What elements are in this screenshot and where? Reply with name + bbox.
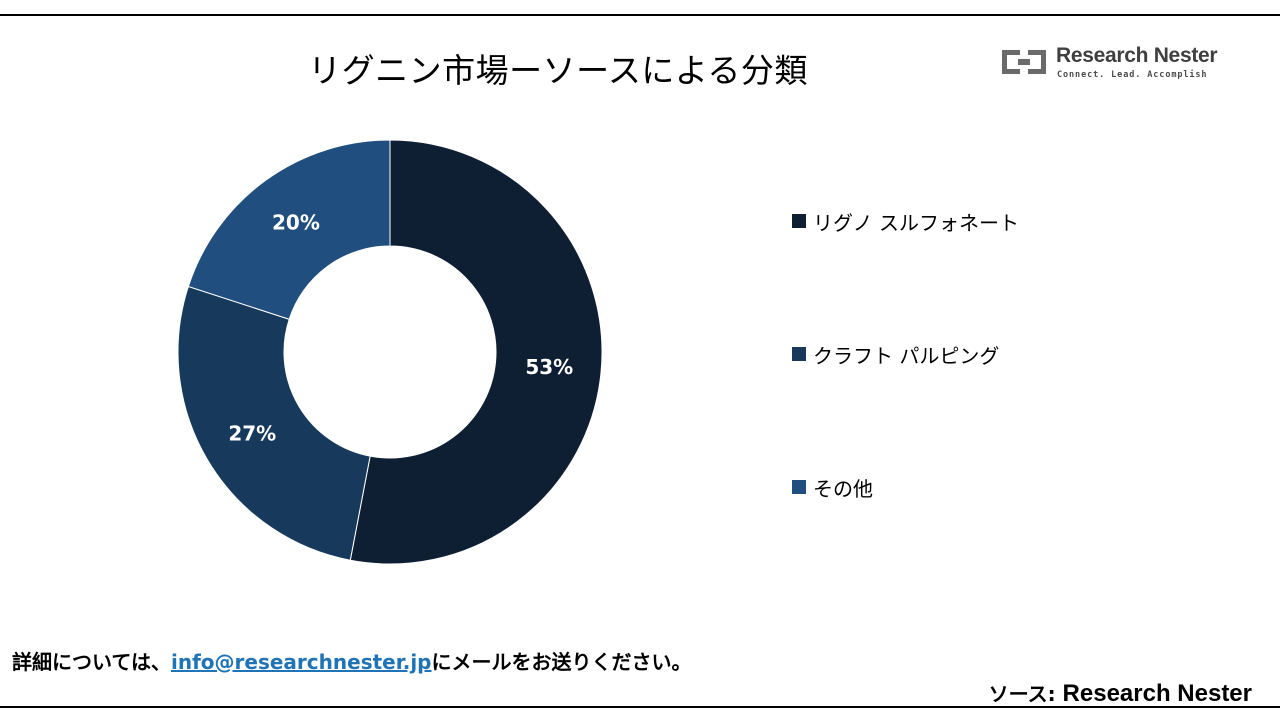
legend-item-3: その他 bbox=[792, 472, 873, 502]
source-label: ソース: bbox=[988, 682, 1063, 706]
logo-tagline: Connect. Lead. Accomplish bbox=[1057, 70, 1208, 80]
legend-swatch-2 bbox=[792, 347, 806, 361]
legend-swatch-1 bbox=[792, 214, 806, 228]
legend-label-2: クラフト パルピング bbox=[813, 343, 1000, 368]
donut-slice-1 bbox=[349, 139, 603, 565]
contact-line: 詳細については、info@researchnester.jpにメールをお送りくだ… bbox=[12, 646, 692, 675]
legend-label-3: その他 bbox=[813, 476, 873, 501]
research-nester-logo: Research Nester Connect. Lead. Accomplis… bbox=[998, 44, 1228, 84]
slice-label-1: 53% bbox=[525, 355, 573, 379]
source-name: Research Nester bbox=[1062, 680, 1252, 707]
slice-label-2: 27% bbox=[228, 421, 276, 445]
source-credit: ソース: Research Nester bbox=[989, 678, 1252, 708]
slice-label-3: 20% bbox=[272, 211, 320, 235]
legend-label-1: リグノ スルフォネート bbox=[813, 210, 1019, 235]
donut-slice-3 bbox=[187, 139, 391, 320]
logo-mark-icon bbox=[1002, 50, 1046, 74]
contact-suffix: にメールをお送りください。 bbox=[431, 650, 692, 674]
contact-prefix: 詳細については、 bbox=[12, 650, 171, 674]
legend-swatch-3 bbox=[792, 480, 806, 494]
contact-email-link[interactable]: info@researchnester.jp bbox=[171, 650, 432, 674]
legend-item-2: クラフト パルピング bbox=[792, 339, 999, 369]
chart-title: リグニン市場ーソースによる分類 bbox=[308, 51, 808, 90]
logo-name: Research Nester bbox=[1056, 44, 1218, 67]
top-rule bbox=[0, 14, 1280, 16]
legend-item-1: リグノ スルフォネート bbox=[792, 206, 1019, 236]
donut-slice-2 bbox=[177, 285, 371, 561]
bottom-rule bbox=[0, 706, 1280, 708]
